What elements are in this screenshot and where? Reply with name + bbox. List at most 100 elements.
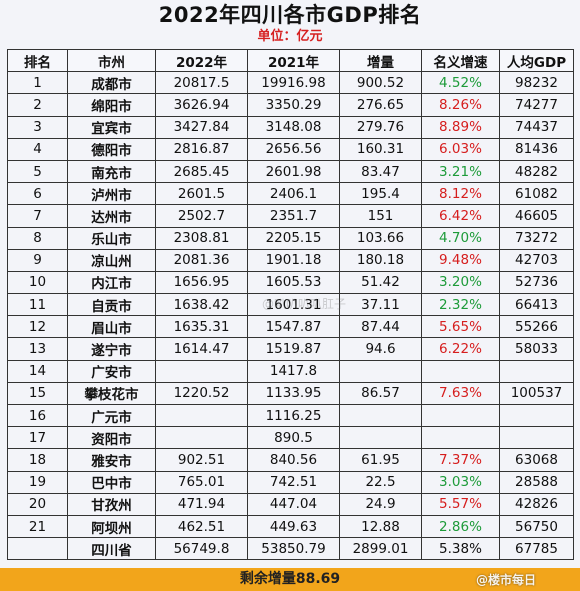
cell-per-capita: 46605 — [499, 204, 574, 228]
cell-increase: 276.65 — [339, 93, 422, 117]
cell-city: 乐山市 — [67, 226, 156, 250]
cell-gdp-2021: 447.04 — [247, 492, 340, 516]
cell-gdp-2021: 2205.15 — [247, 226, 340, 250]
cell-per-capita: 48282 — [499, 159, 574, 184]
table-row: 17 资阳市 890.5 — [7, 426, 574, 450]
header-increase: 增量 — [339, 48, 422, 73]
cell-gdp-2022: 2502.7 — [155, 204, 248, 228]
cell-growth: 6.42% — [421, 204, 500, 228]
cell-rank: 13 — [7, 337, 68, 361]
cell-growth: 6.03% — [421, 137, 500, 161]
cell-growth: 5.65% — [421, 315, 500, 339]
cell-gdp-2022: 1635.31 — [155, 315, 248, 339]
cell-per-capita: 61082 — [499, 182, 574, 206]
cell-per-capita: 74437 — [499, 115, 574, 139]
table-row: 12 眉山市 1635.31 1547.87 87.44 5.65% 55266 — [7, 315, 574, 339]
cell-per-capita: 56750 — [499, 514, 574, 539]
footer-remaining-increase: 剩余增量88.69 — [0, 568, 580, 591]
cell-increase: 83.47 — [339, 159, 422, 184]
cell-per-capita — [499, 403, 574, 428]
cell-growth: 4.70% — [421, 226, 500, 250]
cell-increase: 160.31 — [339, 137, 422, 161]
cell-per-capita — [499, 359, 574, 383]
cell-gdp-2022: 56749.8 — [155, 537, 248, 561]
cell-gdp-2022: 1656.95 — [155, 270, 248, 295]
cell-gdp-2022: 2685.45 — [155, 159, 248, 184]
cell-per-capita: 81436 — [499, 137, 574, 161]
cell-per-capita: 55266 — [499, 315, 574, 339]
table-row: 19 巴中市 765.01 742.51 22.5 3.03% 28588 — [7, 470, 574, 494]
cell-gdp-2021: 1547.87 — [247, 315, 340, 339]
cell-gdp-2021: 2351.7 — [247, 204, 340, 228]
cell-gdp-2021: 53850.79 — [247, 537, 340, 561]
cell-growth: 8.26% — [421, 93, 500, 117]
cell-gdp-2022: 2816.87 — [155, 137, 248, 161]
cell-per-capita: 100537 — [499, 381, 574, 406]
cell-city: 巴中市 — [67, 470, 156, 494]
cell-rank: 14 — [7, 359, 68, 383]
cell-gdp-2022: 1638.42 — [155, 293, 248, 317]
header-city: 市州 — [67, 48, 156, 73]
cell-gdp-2022: 765.01 — [155, 470, 248, 494]
cell-rank: 7 — [7, 204, 68, 228]
table-row: 13 遂宁市 1614.47 1519.87 94.6 6.22% 58033 — [7, 337, 574, 361]
cell-city: 阿坝州 — [67, 514, 156, 539]
table-row: 16 广元市 1116.25 — [7, 403, 574, 428]
cell-gdp-2022: 471.94 — [155, 492, 248, 516]
cell-per-capita: 52736 — [499, 270, 574, 295]
cell-increase: 61.95 — [339, 448, 422, 472]
page-title: 2022年四川各市GDP排名 — [158, 3, 422, 27]
cell-city: 资阳市 — [67, 426, 156, 450]
cell-increase: 94.6 — [339, 337, 422, 361]
table-body: 1 成都市 20817.5 19916.98 900.52 4.52% 98232 2 绵阳市 3… — [7, 71, 574, 561]
cell-growth: 4.52% — [421, 71, 500, 95]
cell-growth: 2.86% — [421, 514, 500, 539]
cell-growth: 5.38% — [421, 537, 500, 561]
cell-growth — [421, 426, 500, 450]
cell-city: 绵阳市 — [67, 93, 156, 117]
cell-city: 泸州市 — [67, 182, 156, 206]
cell-growth — [421, 359, 500, 383]
cell-gdp-2021: 2406.1 — [247, 182, 340, 206]
cell-rank: 5 — [7, 159, 68, 184]
cell-growth: 9.48% — [421, 248, 500, 272]
cell-growth: 2.32% — [421, 293, 500, 317]
cell-per-capita: 74277 — [499, 93, 574, 117]
cell-city: 广元市 — [67, 403, 156, 428]
cell-increase: 195.4 — [339, 182, 422, 206]
header-rank: 排名 — [7, 48, 68, 73]
cell-increase: 180.18 — [339, 248, 422, 272]
header-row: 排名 市州 2022年 2021年 增量 名义增速 人均GDP — [7, 48, 574, 73]
cell-gdp-2022: 902.51 — [155, 448, 248, 472]
cell-per-capita: 28588 — [499, 470, 574, 494]
cell-rank: 18 — [7, 448, 68, 472]
cell-per-capita: 42826 — [499, 492, 574, 516]
cell-city: 德阳市 — [67, 137, 156, 161]
cell-gdp-2022 — [155, 403, 248, 428]
cell-increase: 12.88 — [339, 514, 422, 539]
cell-growth: 8.89% — [421, 115, 500, 139]
unit-label: 单位：亿元 — [257, 29, 323, 44]
cell-increase: 51.42 — [339, 270, 422, 295]
table-row: 9 凉山州 2081.36 1901.18 180.18 9.48% 42703 — [7, 248, 574, 272]
cell-growth: 8.12% — [421, 182, 500, 206]
cell-gdp-2021: 1133.95 — [247, 381, 340, 406]
table-row: 4 德阳市 2816.87 2656.56 160.31 6.03% 81436 — [7, 137, 574, 161]
cell-rank: 3 — [7, 115, 68, 139]
cell-rank: 17 — [7, 426, 68, 450]
cell-growth: 6.22% — [421, 337, 500, 361]
cell-growth: 3.20% — [421, 270, 500, 295]
cell-city: 四川省 — [67, 537, 156, 561]
cell-increase: 151 — [339, 204, 422, 228]
cell-city: 眉山市 — [67, 315, 156, 339]
cell-growth: 3.21% — [421, 159, 500, 184]
cell-city: 成都市 — [67, 71, 156, 95]
table-row: 8 乐山市 2308.81 2205.15 103.66 4.70% 73272 — [7, 226, 574, 250]
cell-gdp-2021: 3148.08 — [247, 115, 340, 139]
cell-growth: 7.37% — [421, 448, 500, 472]
cell-rank: 15 — [7, 381, 68, 406]
cell-rank: 9 — [7, 248, 68, 272]
cell-gdp-2021: 742.51 — [247, 470, 340, 494]
watermark-corner: @楼市每日 — [476, 573, 537, 587]
cell-city: 攀枝花市 — [67, 381, 156, 406]
